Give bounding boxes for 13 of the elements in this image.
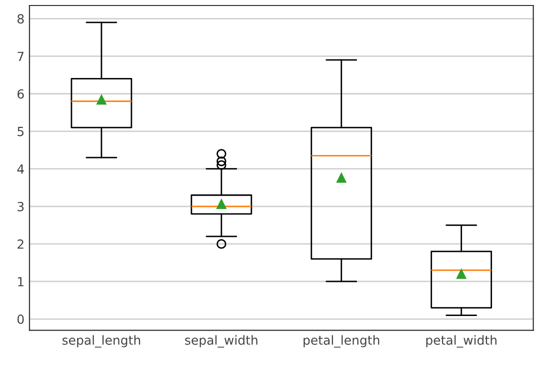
x-tick-label: petal_width: [426, 335, 496, 348]
x-tick-label: sepal_length: [62, 335, 140, 348]
y-tick-label: 1: [18, 277, 24, 286]
y-tick-label: 6: [18, 89, 24, 99]
x-tick-label: petal_length: [304, 335, 380, 348]
x-tick-label: sepal_width: [185, 335, 258, 348]
y-tick-label: 4: [17, 164, 24, 174]
y-tick-label: 5: [18, 126, 24, 136]
y-tick-label: 7: [18, 52, 24, 61]
y-tick-label: 0: [17, 314, 24, 324]
y-tick-label: 3: [18, 202, 24, 212]
y-tick-label: 2: [18, 239, 24, 249]
y-tick-label: 8: [18, 14, 24, 24]
